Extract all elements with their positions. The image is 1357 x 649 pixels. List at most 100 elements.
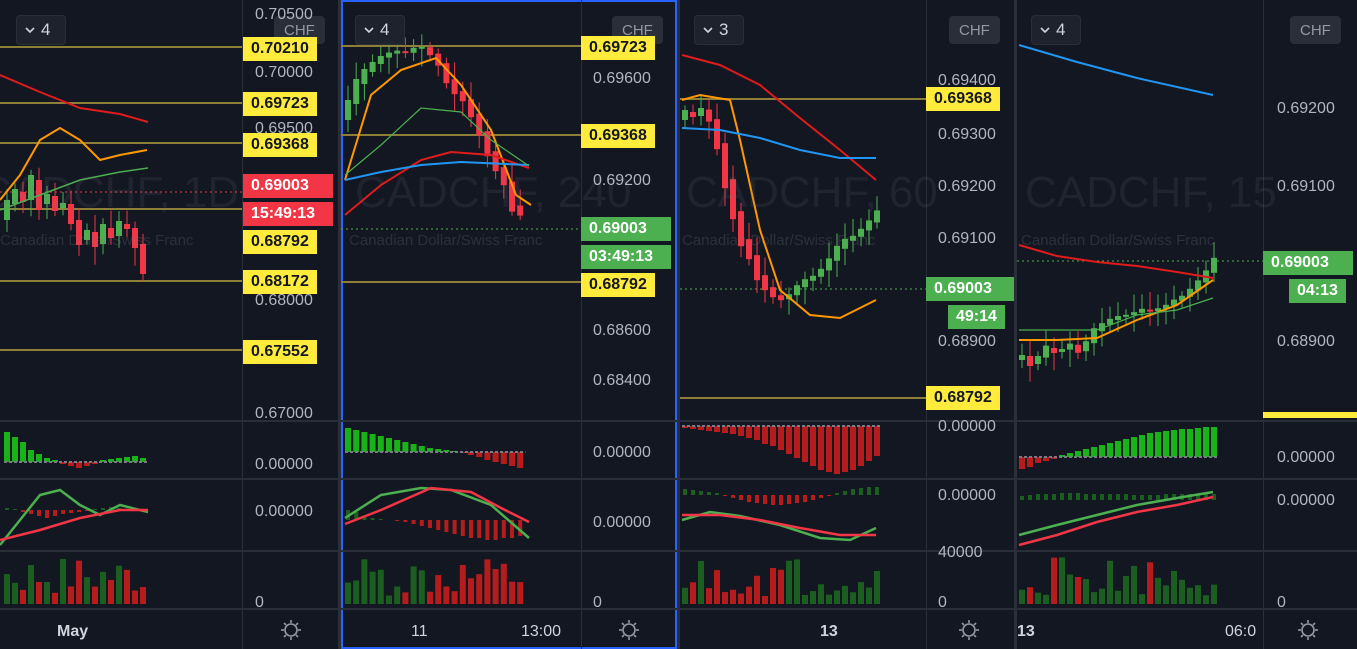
price-scale-label: 0.69100 <box>938 230 996 247</box>
volume-bar <box>818 584 824 604</box>
volume-bar <box>746 586 752 604</box>
price-scale-label: 0.68400 <box>593 372 651 389</box>
candle-body <box>60 203 66 208</box>
chart-panel-240[interactable]: CADCHF, 240 Canadian Dollar/Swiss Franc … <box>341 0 677 649</box>
candle-body <box>1035 356 1041 364</box>
chart-panel-1d[interactable]: CADCHF, 1D Canadian Dollar/Swiss Franc 4… <box>0 0 338 649</box>
candle-body <box>1043 345 1049 358</box>
candle-body <box>866 220 872 231</box>
macd-histogram-bar <box>53 510 57 516</box>
indicator-scale-label: 40000 <box>938 544 983 561</box>
volume-bar <box>1139 594 1145 604</box>
panel-splitter[interactable] <box>1014 0 1017 649</box>
level-marker <box>1263 412 1357 418</box>
chart-canvas[interactable] <box>680 0 1014 649</box>
pane-collapse-button[interactable]: 3 <box>694 15 744 45</box>
volume-bar <box>842 585 848 604</box>
pane-separator <box>341 478 677 480</box>
level-label[interactable]: 0.68172 <box>243 270 317 294</box>
candle-body <box>459 91 466 102</box>
candle-body <box>1083 341 1089 352</box>
moving-average-line <box>1019 297 1214 331</box>
level-label[interactable]: 0.69368 <box>581 124 655 148</box>
level-label[interactable]: 0.69723 <box>243 92 317 116</box>
momentum-histogram-bar <box>1211 427 1217 457</box>
candle-body <box>509 181 515 212</box>
pane-collapse-button[interactable]: 4 <box>355 15 405 45</box>
currency-badge[interactable]: CHF <box>949 16 1000 44</box>
time-axis-label: 13:00 <box>521 623 562 640</box>
indicator-scale-label: 0.00000 <box>255 456 313 473</box>
pane-count: 4 <box>41 20 51 39</box>
settings-gear-icon[interactable] <box>618 619 640 641</box>
macd-histogram-bar <box>61 510 65 514</box>
price-axis-border <box>581 0 582 649</box>
candle-body <box>802 279 808 288</box>
time-axis-label: 13 <box>820 623 838 640</box>
macd-histogram-bar <box>1124 494 1128 500</box>
level-label[interactable]: 0.70210 <box>243 37 317 61</box>
level-label[interactable]: 0.69368 <box>926 87 1000 111</box>
macd-histogram-bar <box>795 495 799 503</box>
momentum-histogram-bar <box>36 454 42 462</box>
candle-body <box>76 220 82 245</box>
panel-splitter[interactable] <box>677 0 680 649</box>
momentum-histogram-bar <box>76 462 82 468</box>
level-label[interactable]: 0.68792 <box>926 386 1000 410</box>
level-label[interactable]: 0.69368 <box>243 133 317 157</box>
momentum-histogram-bar <box>386 438 392 452</box>
momentum-histogram-bar <box>826 426 832 472</box>
volume-bar <box>1019 589 1025 604</box>
candle-body <box>20 192 26 202</box>
chart-panel-15[interactable]: CADCHF, 15 Canadian Dollar/Swiss Franc 4… <box>1017 0 1357 649</box>
candle-body <box>1139 308 1145 313</box>
momentum-histogram-bar <box>1147 433 1153 457</box>
candle-body <box>1211 257 1217 273</box>
momentum-histogram-bar <box>116 458 122 462</box>
volume-bar <box>402 592 409 604</box>
momentum-histogram-bar <box>802 426 808 462</box>
momentum-histogram-bar <box>427 448 433 452</box>
settings-gear-icon[interactable] <box>1297 619 1319 641</box>
chart-canvas[interactable] <box>1017 0 1357 649</box>
chart-panel-60[interactable]: CADCHF, 60 Canadian Dollar/Swiss Franc 3… <box>680 0 1014 649</box>
volume-bar <box>377 569 384 604</box>
candle-body <box>690 112 696 117</box>
panel-splitter[interactable] <box>338 0 341 649</box>
chart-canvas[interactable] <box>341 0 677 649</box>
macd-histogram-bar <box>354 512 359 520</box>
candle-body <box>1091 328 1097 344</box>
pane-separator <box>0 550 338 552</box>
candle-body <box>810 275 816 281</box>
level-label[interactable]: 0.67552 <box>243 340 317 364</box>
macd-histogram-bar <box>1084 494 1088 500</box>
candle-body <box>12 189 18 204</box>
macd-histogram-bar <box>875 487 879 495</box>
volume-bar <box>84 577 90 604</box>
volume-bar <box>124 569 130 604</box>
level-label[interactable]: 0.68792 <box>581 273 655 297</box>
candle-body <box>361 69 368 84</box>
level-label[interactable]: 0.68792 <box>243 230 317 254</box>
moving-average-line <box>344 160 530 181</box>
pane-collapse-button[interactable]: 4 <box>1031 15 1081 45</box>
volume-bar <box>1163 585 1169 604</box>
currency-badge[interactable]: CHF <box>1290 16 1341 44</box>
price-scale-label: 0.68000 <box>255 292 313 309</box>
settings-gear-icon[interactable] <box>958 619 980 641</box>
pane-collapse-button[interactable]: 4 <box>16 15 66 45</box>
macd-histogram-bar <box>510 520 514 538</box>
price-scale-label: 0.70500 <box>255 6 313 23</box>
momentum-histogram-bar <box>1139 435 1145 457</box>
momentum-histogram-bar <box>770 426 776 446</box>
candle-body <box>345 100 351 120</box>
settings-gear-icon[interactable] <box>280 619 302 641</box>
chart-canvas[interactable] <box>0 0 338 649</box>
momentum-histogram-bar <box>738 426 744 436</box>
macd-histogram-bar <box>827 495 831 496</box>
volume-bar <box>682 587 688 604</box>
momentum-histogram-bar <box>746 426 752 438</box>
level-label[interactable]: 0.69723 <box>581 36 655 60</box>
momentum-histogram-bar <box>1187 429 1193 457</box>
